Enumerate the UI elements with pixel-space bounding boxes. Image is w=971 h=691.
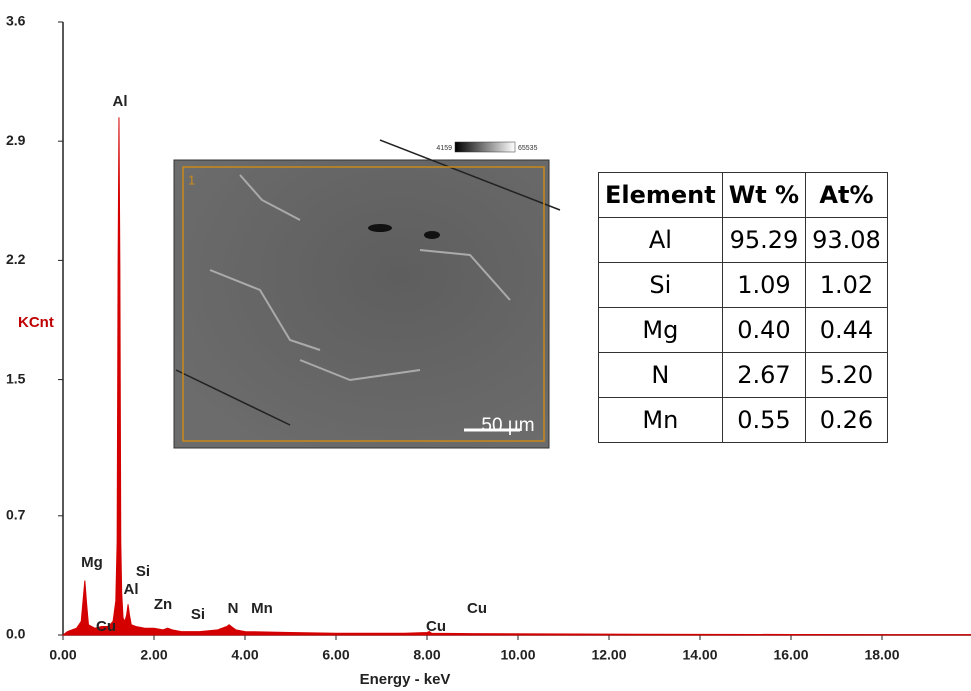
x-tick-label: 0.00 — [49, 647, 76, 663]
table-cell: 5.20 — [806, 353, 888, 398]
inset-image: 1 50 µm 4159 65535 — [174, 140, 560, 448]
y-axis-label: KCnt — [18, 314, 54, 331]
table-cell: Mg — [599, 308, 723, 353]
peak-label: Al — [124, 581, 139, 598]
x-tick-label: 14.00 — [682, 647, 717, 663]
table-cell: Mn — [599, 398, 723, 443]
peak-label: Si — [191, 606, 205, 623]
peak-label: Zn — [154, 596, 172, 613]
peak-label: Cu — [467, 600, 487, 617]
x-tick-label: 12.00 — [591, 647, 626, 663]
x-tick-label: 2.00 — [140, 647, 167, 663]
table-cell: 0.26 — [806, 398, 888, 443]
colorbar-max: 65535 — [518, 145, 538, 152]
table-cell: 0.44 — [806, 308, 888, 353]
y-tick-label: 2.9 — [6, 132, 26, 148]
table-cell: 0.40 — [722, 308, 805, 353]
peak-label: Mn — [251, 600, 273, 617]
table-cell: 2.67 — [722, 353, 805, 398]
frame-label: 1 — [188, 172, 195, 187]
header-cell: Element — [599, 173, 723, 218]
table-cell: 1.09 — [722, 263, 805, 308]
peak-label: Al — [113, 93, 128, 110]
table-header: Element Wt % At% — [599, 173, 888, 218]
y-tick-label: 0.7 — [6, 507, 26, 523]
x-tick-label: 8.00 — [413, 647, 440, 663]
x-tick-label: 6.00 — [322, 647, 349, 663]
table-cell: Al — [599, 218, 723, 263]
table-cell: Si — [599, 263, 723, 308]
pore — [424, 231, 440, 239]
peak-label: N — [228, 600, 239, 617]
table-cell: 1.02 — [806, 263, 888, 308]
peak-label: Cu — [96, 618, 116, 635]
peak-label: Si — [136, 563, 150, 580]
y-tick-label: 3.6 — [6, 13, 26, 29]
y-tick-label: 2.2 — [6, 251, 26, 267]
colorbar — [455, 142, 515, 152]
sem-image — [174, 160, 549, 448]
page: {"chart_data": {"type": "area", "x_label… — [0, 0, 971, 691]
x-tick-label: 10.00 — [500, 647, 535, 663]
x-tick-label: 16.00 — [773, 647, 808, 663]
table-cell: 93.08 — [806, 218, 888, 263]
colorbar-min: 4159 — [436, 145, 452, 152]
y-tick-label: 0.0 — [6, 626, 26, 642]
header-cell: Wt % — [722, 173, 805, 218]
table-cell: 95.29 — [722, 218, 805, 263]
x-axis-label: Energy - keV — [360, 671, 451, 688]
peak-label: Mg — [81, 554, 103, 571]
table-cell: N — [599, 353, 723, 398]
y-tick-label: 1.5 — [6, 370, 26, 386]
x-tick-label: 18.00 — [864, 647, 899, 663]
table-cell: 0.55 — [722, 398, 805, 443]
peak-label: Cu — [426, 618, 446, 635]
x-tick-label: 4.00 — [231, 647, 258, 663]
scale-bar-label: 50 µm — [481, 415, 534, 436]
header-cell: At% — [806, 173, 888, 218]
pore — [368, 224, 392, 232]
